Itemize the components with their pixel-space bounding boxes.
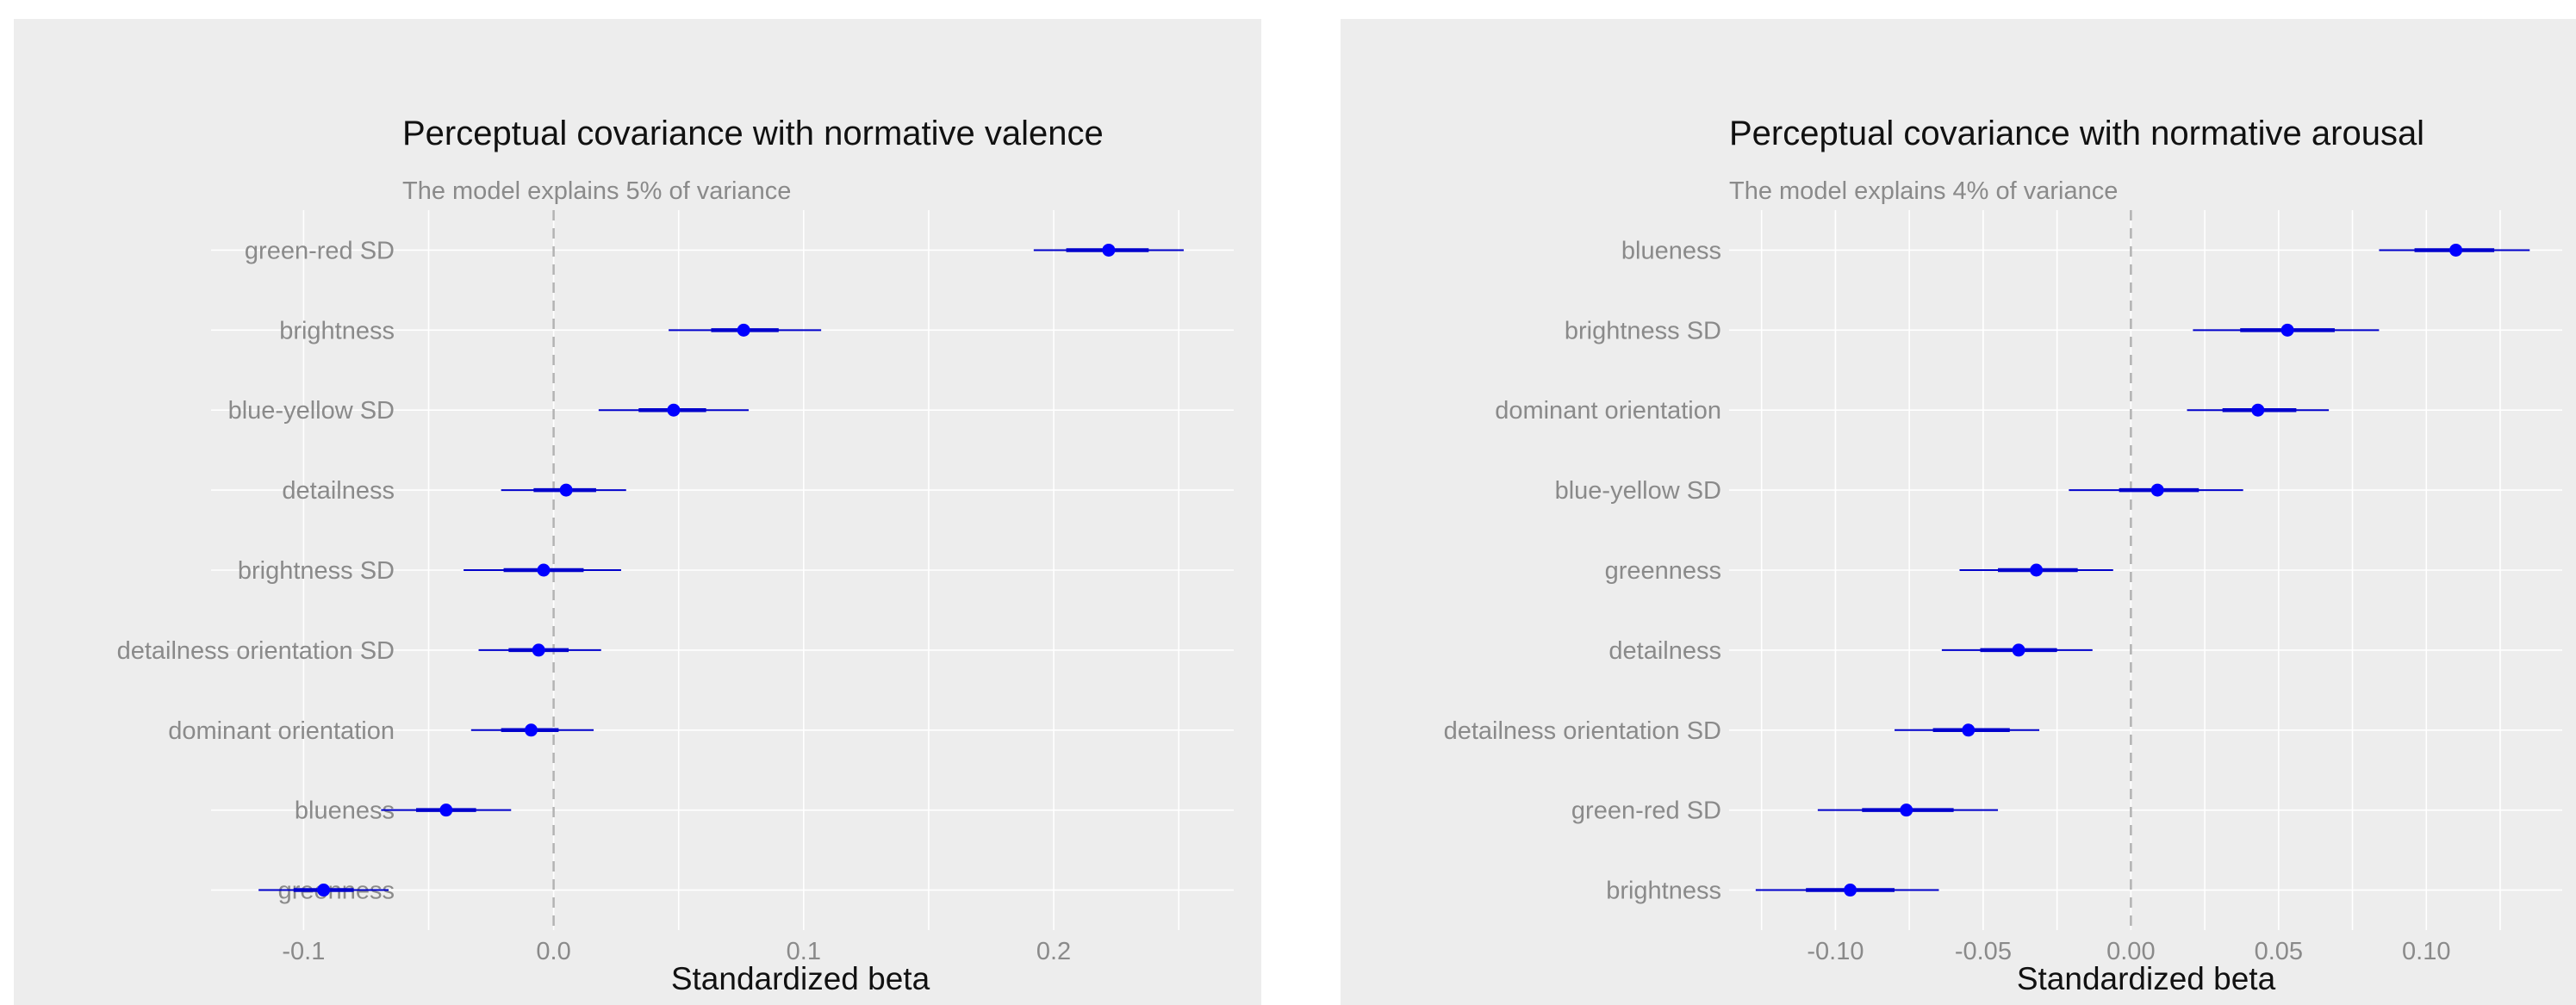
arousal-category-label: greenness [1605,557,1721,585]
valence-category-label: detailness [282,477,395,505]
valence-x-tick-label: -0.1 [282,938,325,965]
valence-chart: green-red SD brightness blue-yellow SD deta… [117,115,1234,996]
valence-estimate-point [667,403,681,417]
valence-estimate-point [1102,243,1116,257]
valence-estimate-point [559,483,573,497]
valence-category-label: green-red SD [245,237,395,264]
valence-category-label: dominant orientation [168,717,395,745]
arousal-category-label: dominant orientation [1495,397,1721,425]
arousal-estimate-point [2449,243,2463,257]
valence-estimate-point [737,323,750,337]
arousal-estimate-point [2251,403,2265,417]
arousal-estimate-point [1962,723,1976,737]
arousal-estimate-point [2012,643,2025,657]
valence-x-axis-title: Standardized beta [671,961,930,996]
valence-marks [258,243,1184,897]
arousal-x-tick-label: -0.10 [1807,938,1864,965]
arousal-x-tick-label: -0.05 [1955,938,2012,965]
arousal-category-label: brightness [1606,878,1721,905]
arousal-estimate-point [2280,323,2294,337]
valence-grid [211,210,1234,930]
arousal-chart: blueness brightness SD dominant orientatio… [1444,115,2562,996]
arousal-grid [1729,210,2562,930]
arousal-x-tick-label: 0.10 [2402,938,2450,965]
arousal-category-label: blue-yellow SD [1555,477,1721,505]
valence-estimate-point [439,803,453,817]
arousal-category-label: detailness [1608,637,1721,665]
valence-estimate-point [317,884,331,897]
valence-category-label: blue-yellow SD [228,397,395,425]
valence-x-tick-labels: -0.1 0.0 0.1 0.2 [282,938,1071,965]
valence-category-label: brightness SD [238,557,395,585]
arousal-category-label: brightness SD [1565,317,1721,344]
valence-chart-title: Perceptual covariance with normative val… [402,115,1104,152]
valence-x-tick-label: 0.1 [787,938,821,965]
arousal-chart-panel: blueness brightness SD dominant orientatio… [1341,19,2576,1005]
valence-category-labels: green-red SD brightness blue-yellow SD deta… [117,237,395,904]
arousal-category-label: blueness [1621,237,1721,264]
arousal-category-labels: blueness brightness SD dominant orientatio… [1444,237,1721,904]
valence-estimate-point [532,643,545,657]
valence-x-tick-label: 0.0 [536,938,570,965]
arousal-x-axis-title: Standardized beta [2017,961,2276,996]
valence-x-tick-label: 0.2 [1036,938,1071,965]
arousal-marks [1755,243,2530,897]
arousal-estimate-point [1844,884,1857,897]
arousal-category-label: detailness orientation SD [1444,717,1721,745]
arousal-estimate-point [2030,563,2044,577]
arousal-x-tick-label: 0.05 [2255,938,2303,965]
arousal-chart-subtitle: The model explains 4% of variance [1729,177,2118,205]
valence-estimate-point [524,723,538,737]
arousal-category-label: green-red SD [1571,797,1721,825]
arousal-x-tick-label: 0.00 [2106,938,2155,965]
arousal-x-tick-labels: -0.10 -0.05 0.00 0.05 0.10 [1807,938,2450,965]
arousal-estimate-point [2150,483,2164,497]
valence-chart-subtitle: The model explains 5% of variance [402,177,791,205]
arousal-chart-title: Perceptual covariance with normative aro… [1729,115,2424,152]
arousal-estimate-point [1900,803,1913,817]
valence-category-label: blueness [295,797,395,825]
valence-chart-panel: green-red SD brightness blue-yellow SD deta… [14,19,1261,1005]
valence-category-label: brightness [279,317,395,344]
valence-category-label: detailness orientation SD [117,637,395,665]
valence-estimate-point [537,563,551,577]
